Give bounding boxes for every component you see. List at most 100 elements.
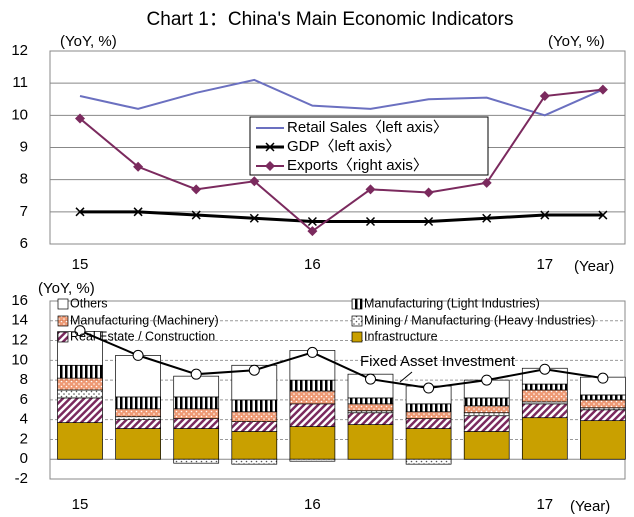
marker <box>265 142 275 152</box>
line <box>79 329 604 390</box>
y-tick-label: 7 <box>20 203 28 220</box>
bar-segment <box>580 399 626 409</box>
x-axis-label: (Year) <box>570 498 610 515</box>
y-axis-label: (YoY, %) <box>38 280 95 297</box>
x-tick-label: 17 <box>536 496 553 513</box>
marker <box>133 161 144 172</box>
bar-segment <box>405 458 452 465</box>
y-tick-label: 9 <box>20 138 28 155</box>
bar-segment <box>580 409 626 422</box>
bar-segment <box>289 390 336 405</box>
legend-swatch <box>351 298 363 310</box>
marker <box>306 346 318 358</box>
bar-segment <box>347 403 394 412</box>
x-tick-label: 15 <box>72 256 89 273</box>
bar-segment <box>521 389 568 403</box>
marker <box>423 187 434 198</box>
y-tick-label: 6 <box>20 391 28 408</box>
y-tick-label: 16 <box>11 292 28 309</box>
x-tick-label: 17 <box>536 256 553 273</box>
bar-segment <box>57 377 103 391</box>
annotation-arrow <box>399 371 413 383</box>
bar-segment <box>57 397 103 423</box>
x-tick-label: 15 <box>72 496 89 513</box>
bar-segment <box>173 458 220 464</box>
x-axis-label: (Year) <box>574 258 614 275</box>
bar-segment <box>173 396 220 410</box>
bar-segment <box>173 428 220 460</box>
bar-segment <box>57 364 103 379</box>
bar-segment <box>173 408 220 420</box>
marker <box>190 368 202 380</box>
bar-segment <box>289 426 336 460</box>
x-tick-label: 16 <box>304 256 321 273</box>
bar-segment <box>463 397 510 407</box>
y-tick-label: 8 <box>20 371 28 388</box>
bar-segment <box>405 411 452 420</box>
bar-segment <box>115 416 161 421</box>
bar-segment <box>521 403 568 419</box>
legend-swatch <box>57 331 69 343</box>
y-tick-label: 10 <box>11 106 28 123</box>
y-tick-label: 12 <box>11 332 28 349</box>
bar-segment <box>347 397 394 405</box>
bar-segment <box>405 403 452 413</box>
marker <box>307 226 318 237</box>
bar-segment <box>231 411 278 422</box>
marker <box>482 213 492 223</box>
marker <box>249 176 260 187</box>
marker <box>481 177 492 188</box>
annotation: Fixed Asset Investment <box>360 353 516 370</box>
marker <box>75 207 85 217</box>
marker <box>481 374 493 386</box>
marker <box>248 364 260 376</box>
marker <box>191 210 201 220</box>
bar-segment <box>521 383 568 391</box>
bar-segment <box>57 389 103 399</box>
legend-swatch <box>57 298 69 310</box>
legend-swatch <box>351 315 363 327</box>
y-tick-label: 4 <box>20 411 28 428</box>
bar-segment <box>463 431 510 460</box>
legend-label: Retail Sales〈left axis〉 <box>287 119 448 136</box>
marker <box>540 210 550 220</box>
bar-segment <box>347 424 394 460</box>
legend-label: Manufacturing (Machinery) <box>70 313 219 327</box>
legend-label: Mining / Manufacturing (Heavy Industries… <box>364 313 595 327</box>
legend-label: GDP〈left axis〉 <box>287 138 400 155</box>
bar-segment <box>57 422 103 460</box>
legend-label: Exports〈right axis〉 <box>287 157 428 174</box>
marker <box>597 84 608 95</box>
y2-axis-label: (YoY, %) <box>548 33 605 50</box>
marker <box>365 216 376 227</box>
y-tick-label: 10 <box>11 351 28 368</box>
bar-segment <box>231 431 278 460</box>
bar-segment <box>173 418 220 429</box>
bar-segment <box>231 458 278 465</box>
y-tick-label: 8 <box>20 171 28 188</box>
bar-segment <box>289 403 336 427</box>
marker <box>265 161 275 171</box>
line <box>80 210 603 223</box>
bar-segment <box>405 418 452 429</box>
bar-segment <box>580 420 626 460</box>
marker <box>539 363 551 375</box>
plot-frame <box>49 50 626 245</box>
y-tick-label: 12 <box>11 42 28 59</box>
bar-segment <box>115 428 161 460</box>
y-tick-label: 11 <box>12 74 28 91</box>
bar-segment <box>405 428 452 460</box>
marker <box>74 325 86 337</box>
y-tick-label: 6 <box>20 235 28 252</box>
legend-swatch <box>351 331 363 343</box>
line <box>79 78 604 117</box>
bar-segment <box>463 415 510 432</box>
legend-swatch <box>57 315 69 327</box>
legend-label: Infrastructure <box>364 329 438 343</box>
marker <box>191 184 202 195</box>
x-tick-label: 16 <box>304 496 321 513</box>
marker <box>423 382 435 394</box>
marker <box>249 213 259 223</box>
marker <box>132 349 144 361</box>
chart-title: Chart 1：China's Main Economic Indicators <box>147 9 514 30</box>
